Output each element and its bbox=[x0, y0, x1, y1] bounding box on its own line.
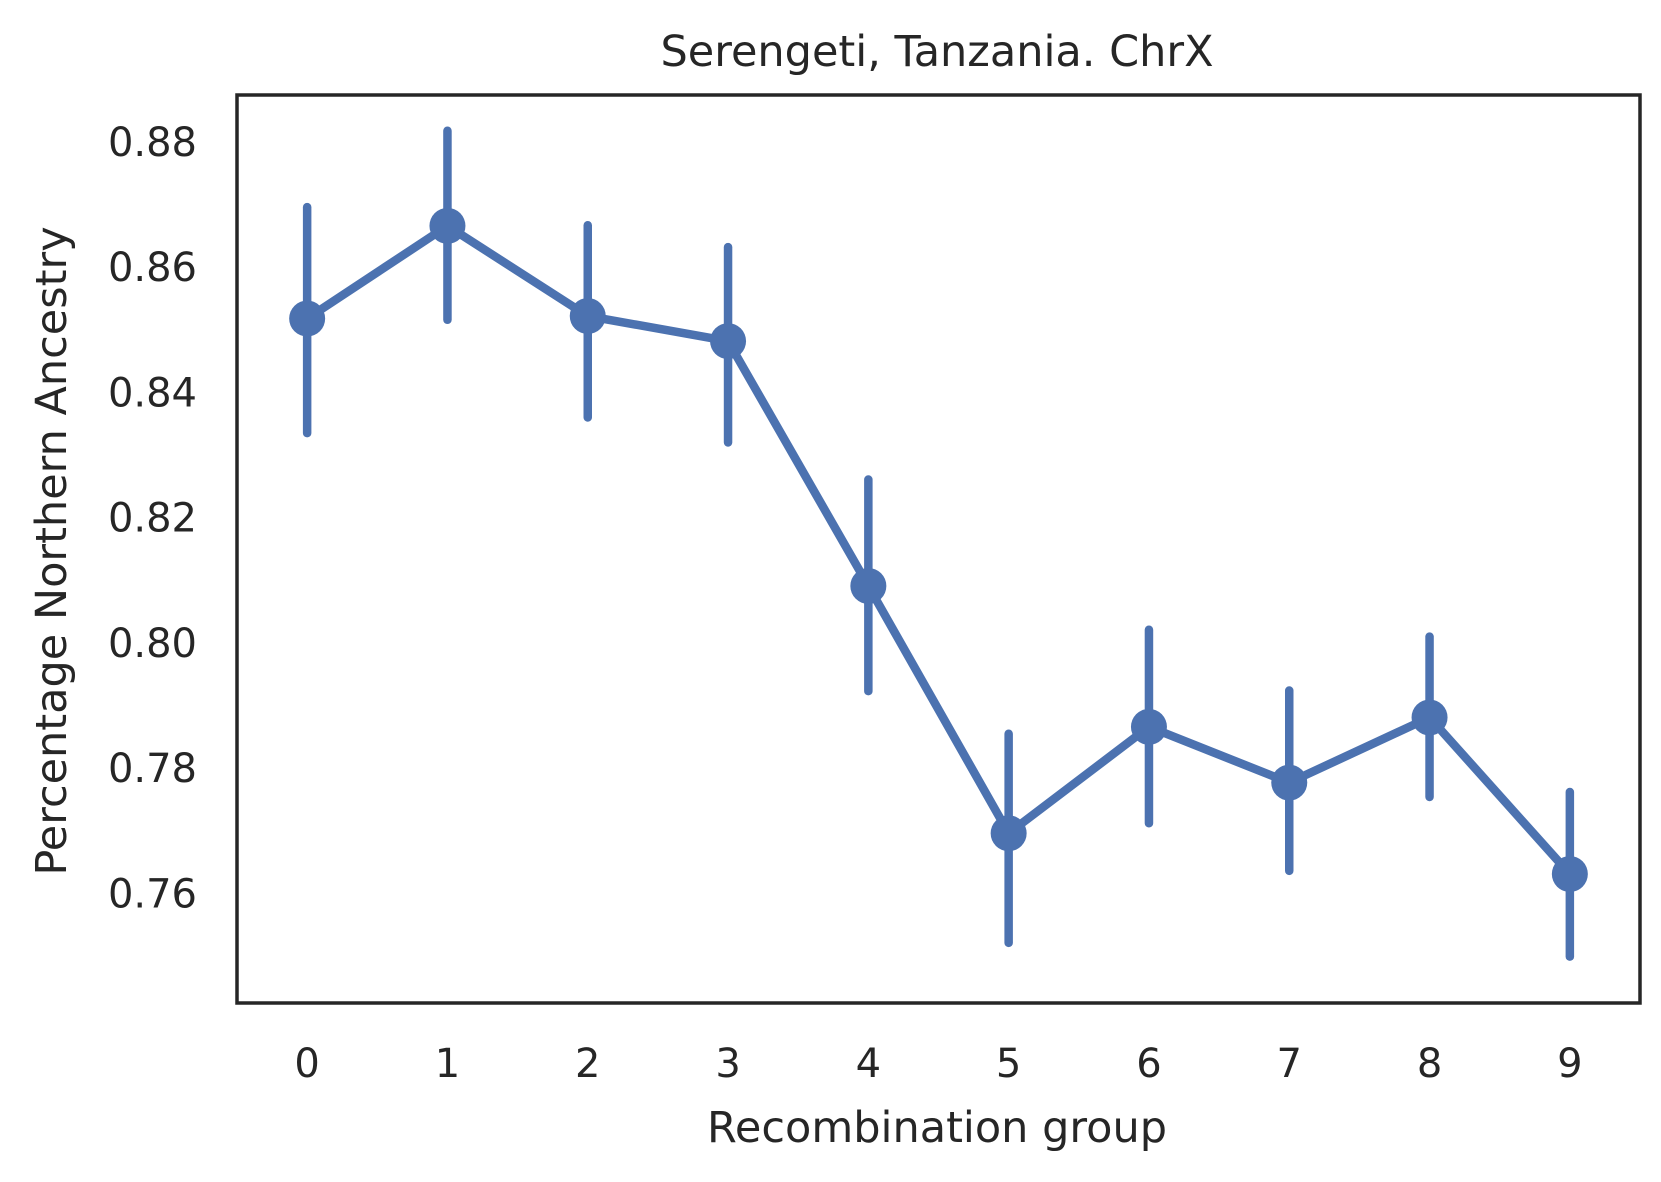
y-tick-label: 0.82 bbox=[108, 496, 197, 542]
data-point bbox=[1271, 764, 1308, 801]
x-tick-label: 6 bbox=[1136, 1041, 1161, 1087]
x-tick-label: 4 bbox=[856, 1041, 881, 1087]
data-point bbox=[1551, 856, 1588, 893]
y-tick-label: 0.76 bbox=[108, 871, 197, 917]
x-tick-label: 3 bbox=[715, 1041, 740, 1087]
y-tick-label: 0.78 bbox=[108, 746, 197, 792]
y-tick-label: 0.88 bbox=[108, 120, 197, 166]
x-axis-label: Recombination group bbox=[707, 1103, 1167, 1153]
x-tick-label: 9 bbox=[1557, 1041, 1582, 1087]
y-tick-label: 0.80 bbox=[108, 621, 197, 667]
chart-title: Serengeti, Tanzania. ChrX bbox=[660, 27, 1213, 77]
x-tick-label: 5 bbox=[996, 1041, 1021, 1087]
y-tick-label: 0.84 bbox=[108, 370, 197, 416]
x-tick-label: 1 bbox=[435, 1041, 460, 1087]
data-point bbox=[1130, 708, 1167, 745]
data-point bbox=[1411, 699, 1448, 736]
data-point bbox=[990, 815, 1027, 852]
y-tick-label: 0.86 bbox=[108, 245, 197, 291]
data-point bbox=[429, 207, 466, 244]
x-tick-label: 0 bbox=[294, 1041, 319, 1087]
plot-frame bbox=[235, 93, 1642, 1005]
data-point bbox=[569, 298, 606, 335]
x-tick-label: 2 bbox=[575, 1041, 600, 1087]
x-tick-label: 7 bbox=[1277, 1041, 1302, 1087]
plot-area: 0.76 0.78 0.80 0.82 0.84 0.86 0.88 0 1 2 3 4 5 6 7 8 9 bbox=[108, 93, 1642, 1087]
x-tick-label: 8 bbox=[1417, 1041, 1442, 1087]
data-point bbox=[850, 567, 887, 604]
data-point bbox=[710, 323, 747, 360]
series-line bbox=[302, 221, 1575, 879]
data-point bbox=[289, 300, 326, 337]
y-axis-label: Percentage Northern Ancestry bbox=[27, 226, 77, 875]
